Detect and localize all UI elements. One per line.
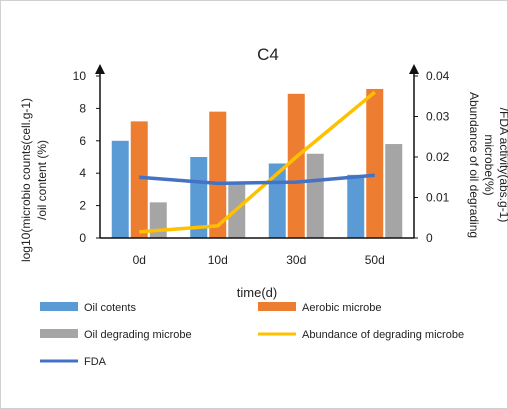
y-tick-label: 6: [79, 134, 86, 148]
x-tick-label: 50d: [365, 253, 385, 267]
legend-label-fda: FDA: [84, 356, 107, 368]
y2-axis-label-line-3: /FDA activity(abs.g-1): [497, 108, 508, 223]
legend-label-oil-degrading-microbe: Oil degrading microbe: [84, 329, 192, 341]
bar: [306, 153, 324, 238]
x-tick-label: 30d: [286, 253, 306, 267]
y2-axis-arrow-icon: [409, 64, 419, 74]
y-tick-label: 2: [79, 199, 86, 213]
series-line: [139, 90, 376, 234]
y-axis-arrow-icon: [95, 64, 105, 74]
x-tick-label: 0d: [133, 253, 146, 267]
x-axis-label: time(d): [237, 285, 277, 300]
series-line: [139, 173, 375, 186]
y-axis-right: [409, 64, 419, 238]
y-axis-label-line-1: log10(microbio counts(cell.g-1): [19, 98, 33, 262]
y2-tick-label: 0.04: [426, 69, 450, 83]
bar: [190, 157, 208, 238]
y-ticks-left: 0 2 4 6 8 10: [73, 69, 100, 245]
y2-tick-label: 0.01: [426, 191, 450, 205]
bar: [111, 140, 129, 238]
legend-label-oil-contents: Oil cotents: [84, 302, 136, 314]
chart-title: C4: [257, 45, 279, 64]
y2-axis-label-line-2: microbe(%): [482, 134, 496, 195]
legend-swatch-oil-degrading-microbe: [40, 329, 78, 338]
legend-label-abundance: Abundance of degrading microbe: [302, 329, 464, 341]
legend-swatch-aerobic-microbe: [258, 302, 296, 311]
x-tick-label: 10d: [208, 253, 228, 267]
y2-tick-label: 0.03: [426, 110, 450, 124]
bar: [385, 144, 403, 238]
bar: [366, 88, 384, 239]
bar: [347, 174, 365, 238]
y2-tick-label: 0: [426, 231, 433, 245]
y2-axis-label-line-1: Abundance of oil degrading: [467, 92, 481, 238]
y-tick-label: 0: [79, 231, 86, 245]
legend-swatch-oil-contents: [40, 302, 78, 311]
lines-layer: [139, 90, 376, 234]
y-ticks-right: 0 0.01 0.02 0.03 0.04: [414, 69, 450, 245]
y-tick-label: 10: [73, 69, 87, 83]
y2-tick-label: 0.02: [426, 150, 450, 164]
bar: [287, 93, 305, 238]
legend: Oil cotents Aerobic microbe Oil degradin…: [40, 302, 464, 368]
y-axis-left: [95, 64, 105, 238]
y-tick-label: 4: [79, 166, 86, 180]
legend-label-aerobic-microbe: Aerobic microbe: [302, 302, 381, 314]
bar: [130, 121, 148, 238]
y-axis-label-line-2: /oil content (%): [35, 140, 49, 220]
y-tick-label: 8: [79, 101, 86, 115]
bar: [209, 111, 227, 238]
bars-layer: [111, 88, 403, 239]
x-tick-labels: 0d 10d 30d 50d: [133, 253, 385, 267]
